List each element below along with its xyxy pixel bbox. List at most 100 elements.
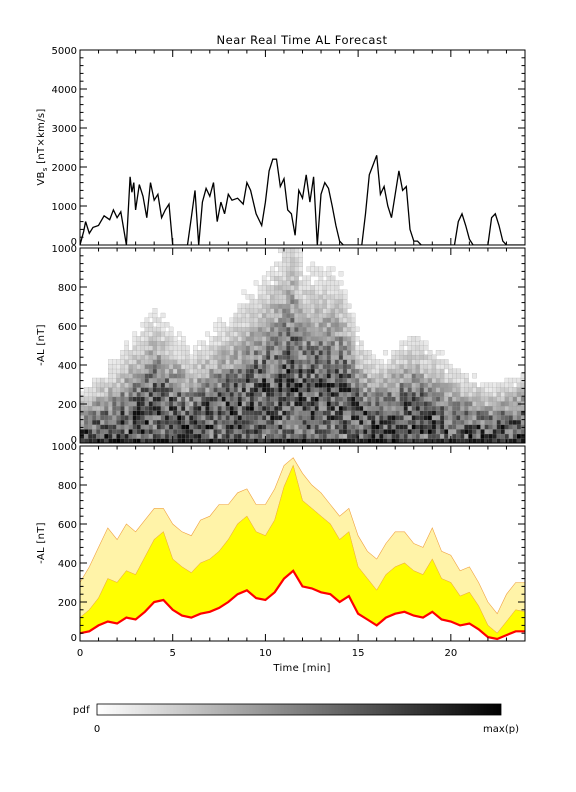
heatmap-cell [500,419,506,425]
heatmap-cell [237,424,243,430]
heatmap-cell [221,350,227,356]
heatmap-cell [484,415,489,421]
heatmap-cell [334,285,340,291]
heatmap-cell [181,377,186,384]
heatmap-cell [104,382,109,388]
heatmap-cell [452,433,457,439]
heatmap-cell [112,419,117,425]
heatmap-cell [128,396,134,402]
heatmap-cell [383,424,388,430]
heatmap-cell [415,336,421,342]
heatmap-cell [342,308,348,314]
heatmap-cell [310,340,316,346]
heatmap-cell [112,405,117,411]
heatmap-cell [152,387,158,393]
heatmap-cell [318,303,324,309]
heatmap-cell [334,428,340,435]
heatmap-cell [168,377,174,384]
heatmap-cell [265,415,271,421]
heatmap-cell [294,391,299,397]
heatmap-cell [172,410,178,416]
heatmap-cell [326,354,332,360]
heatmap-cell [160,368,166,374]
heatmap-cell [411,419,417,425]
heatmap-cell [423,373,429,379]
heatmap-cell [249,350,255,356]
heatmap-cell [383,363,388,370]
heatmap-cell [290,285,295,291]
heatmap-cell [233,433,239,439]
heatmap-cell [205,415,210,421]
heatmap-cell [209,382,214,388]
heatmap-cell [92,419,97,425]
heatmap-cell [144,331,150,337]
heatmap-cell [168,405,174,411]
heatmap-cell [468,387,473,393]
heatmap-cell [148,401,154,407]
heatmap-cell [314,336,320,342]
heatmap-cell [371,387,376,393]
heatmap-cell [371,424,376,430]
heatmap-cell [294,248,299,254]
heatmap-cell [257,428,263,435]
heatmap-cell [181,391,186,397]
heatmap-cell [181,354,186,360]
heatmap-cell [298,252,303,258]
heatmap-cell [201,350,206,356]
heatmap-cell [334,405,340,411]
heatmap-cell [237,387,243,393]
heatmap-cell [257,298,263,305]
heatmap-cell [419,350,425,356]
heatmap-cell [286,257,291,263]
heatmap-cell [387,424,392,430]
heatmap-cell [148,396,154,402]
heatmap-cell [342,340,348,346]
heatmap-cell [261,336,267,342]
heatmap-cell [423,410,429,416]
heatmap-cell [286,336,291,342]
heatmap-cell [407,340,413,346]
heatmap-cell [411,363,417,370]
heatmap-cell [108,410,113,416]
heatmap-cell [322,298,328,305]
heatmap-cell [326,391,332,397]
heatmap-cell [233,410,239,416]
heatmap-cell [253,312,259,319]
heatmap-cell [201,415,206,421]
heatmap-cell [350,424,356,430]
heatmap-cell [245,382,251,388]
heatmap-cell [379,405,384,411]
heatmap-cell [120,415,125,421]
heatmap-cell [120,419,125,425]
heatmap-cell [310,322,316,328]
heatmap-cell [229,410,235,416]
heatmap-cell [318,387,324,393]
heatmap-cell [306,368,311,374]
heatmap-cell [448,377,453,384]
heatmap-cell [213,419,218,425]
heatmap-cell [201,382,206,388]
heatmap-cell [233,377,239,384]
heatmap-cell [298,280,303,286]
heatmap-cell [310,401,316,407]
heatmap-cell [431,433,437,439]
heatmap-cell [181,350,186,356]
heatmap-cell [334,345,340,351]
heatmap-cell [144,354,150,360]
heatmap-cell [326,410,332,416]
heatmap-cell [261,275,267,281]
heatmap-cell [164,405,170,411]
heatmap-cell [144,415,150,421]
heatmap-cell [189,377,194,384]
heatmap-cell [249,354,255,360]
heatmap-cell [193,350,198,356]
heatmap-cell [245,308,251,314]
heatmap-cell [435,363,441,370]
heatmap-cell [411,340,417,346]
heatmap-cell [342,289,348,295]
heatmap-cell [427,405,433,411]
heatmap-cell [181,424,186,430]
heatmap-cell [148,428,154,435]
heatmap-cell [213,326,218,332]
heatmap-cell [100,419,105,425]
